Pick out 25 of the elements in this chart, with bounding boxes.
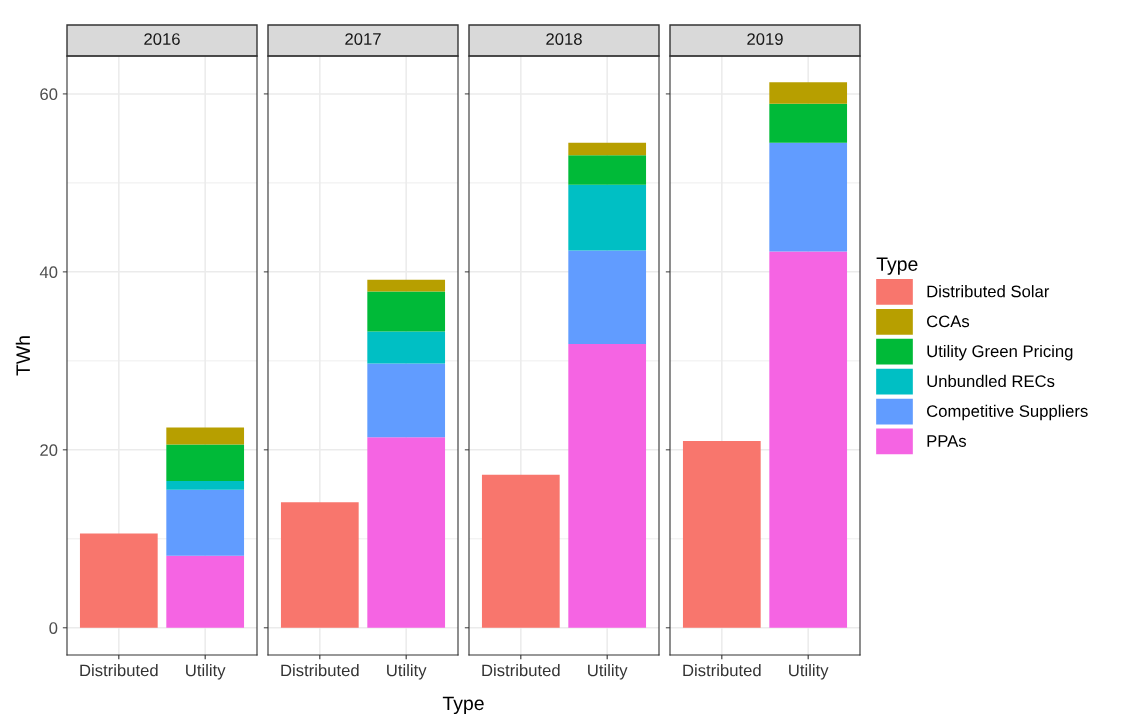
x-tick-label: Utility	[186, 664, 226, 680]
y-tick-label: 60	[40, 88, 58, 101]
x-axis-title: Type	[442, 696, 484, 715]
x-tick-label: Utility	[387, 664, 427, 680]
chart-title: 2019	[747, 33, 783, 45]
x-tick-label: Distributed	[281, 664, 359, 677]
x-tick-label: Distributed	[683, 664, 761, 677]
x-tick-label: Distributed	[80, 664, 158, 677]
x-tick-label: Distributed	[482, 664, 560, 677]
legend-label: CCAs	[927, 315, 970, 328]
chart-title: 2016	[144, 33, 180, 45]
legend-label: Competitive Suppliers	[927, 404, 1088, 421]
legend-label: PPAs	[927, 435, 967, 447]
y-tick-label: 40	[39, 266, 58, 279]
legend-label: Unbundled RECs	[927, 374, 1055, 388]
legend-title: Type	[876, 257, 918, 275]
legend-label: Distributed Solar	[927, 285, 1050, 298]
y-axis-title: TWh	[15, 336, 30, 376]
chart-title: 2018	[546, 33, 582, 45]
x-tick-label: Utility	[588, 664, 628, 680]
chart-title: 2017	[345, 33, 381, 45]
x-tick-label: Utility	[789, 664, 829, 680]
y-tick-label: 20	[40, 444, 58, 457]
y-tick-label: 0	[49, 622, 58, 634]
legend-label: Utility Green Pricing	[927, 344, 1073, 361]
